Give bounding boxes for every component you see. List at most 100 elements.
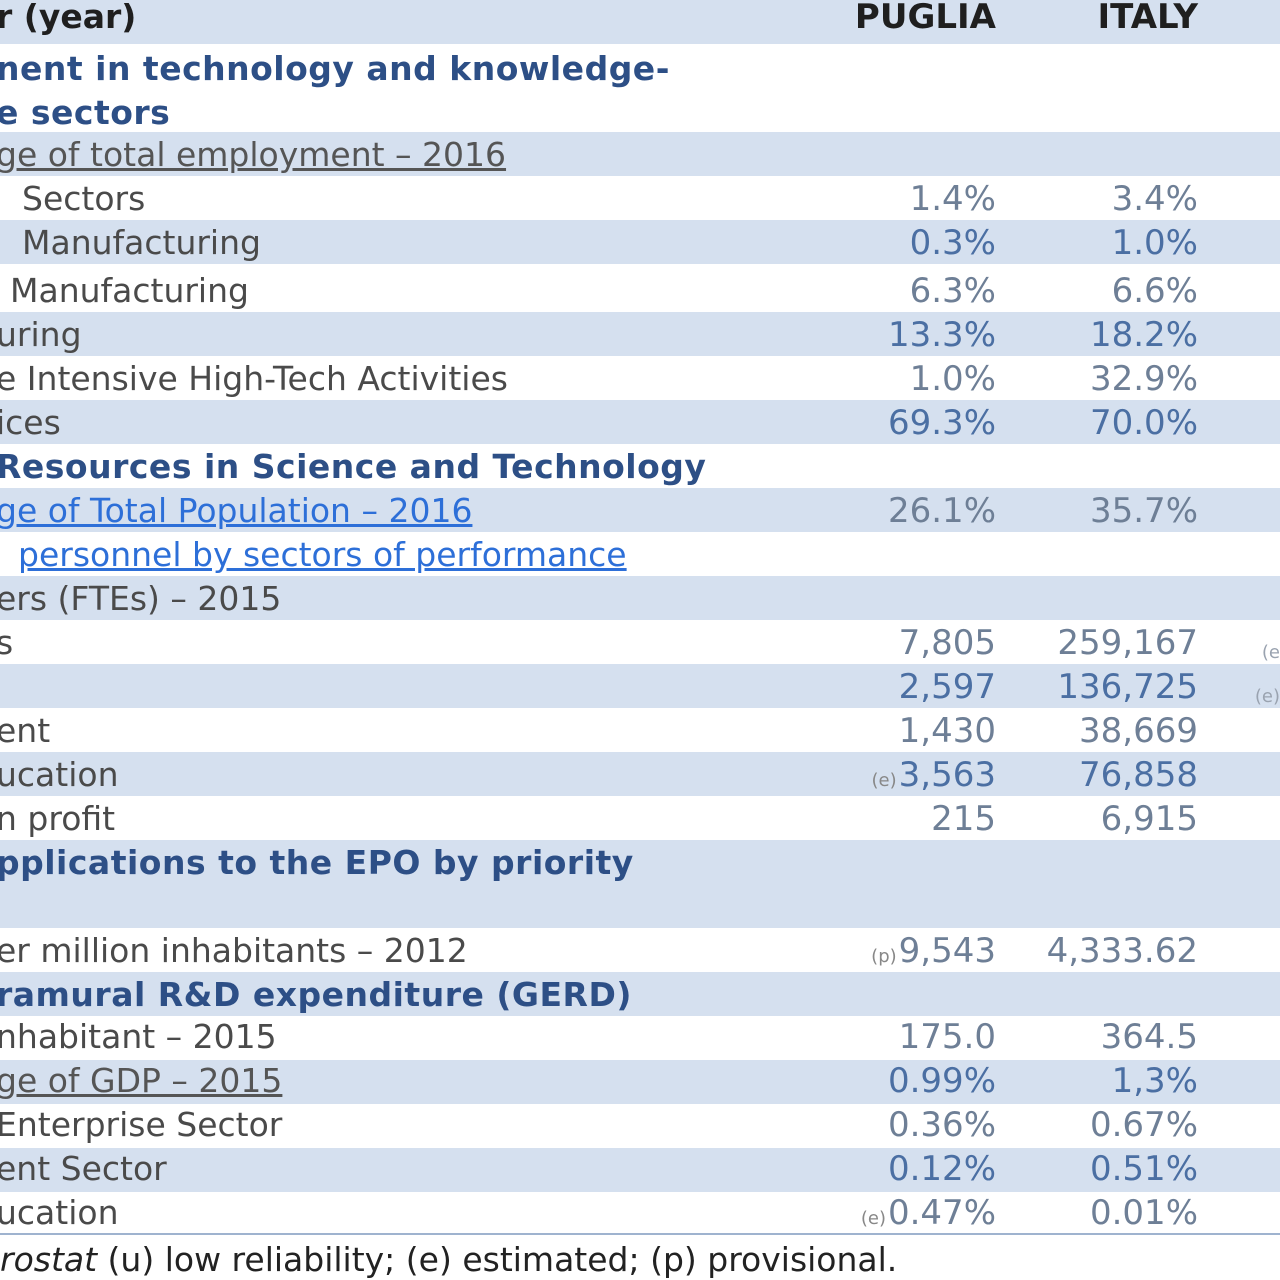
row-label: Enterprise Sector <box>0 1105 283 1144</box>
section-heading: nent in technology and knowledge- <box>0 49 670 88</box>
section-heading-row: Resources in Science and Technology <box>0 444 1280 488</box>
table-row: ucation (e)3,563 76,858 <box>0 752 1280 796</box>
italy-value: 136,725 <box>1057 667 1198 707</box>
table-row: 2,597 136,725 (e) <box>0 664 1280 708</box>
puglia-value: 0.12% <box>887 1149 996 1189</box>
puglia-value: 1.4% <box>909 179 996 219</box>
table-row: uring 13.3% 18.2% <box>0 312 1280 356</box>
table-row: e Intensive High-Tech Activities 1.0% 32… <box>0 356 1280 400</box>
puglia-number: 9,543 <box>898 931 996 971</box>
italy-value: 1,3% <box>1111 1061 1198 1101</box>
row-label: e Intensive High-Tech Activities <box>0 359 508 398</box>
puglia-value: 69.3% <box>887 403 996 443</box>
row-label: nhabitant – 2015 <box>0 1017 277 1056</box>
italy-value: 35.7% <box>1089 491 1198 531</box>
row-label: ent <box>0 711 51 750</box>
section-heading-row: ramural R&D expenditure (GERD) <box>0 972 1280 1016</box>
subheading: ers (FTEs) – 2015 <box>0 579 282 618</box>
table-row: ge of GDP – 2015 0.99% 1,3% <box>0 1060 1280 1104</box>
italy-value: 76,858 <box>1079 755 1198 795</box>
table-row: Manufacturing 0.3% 1.0% <box>0 220 1280 264</box>
row-label: er million inhabitants – 2012 <box>0 931 468 970</box>
puglia-number: 3,563 <box>898 755 996 795</box>
estimate-flag: (e <box>1261 642 1280 663</box>
section-heading-row: nent in technology and knowledge- e sect… <box>0 44 1280 132</box>
row-label: Sectors <box>22 179 146 218</box>
table-row: Manufacturing 6.3% 6.6% <box>0 264 1280 312</box>
italy-value: 18.2% <box>1089 315 1198 355</box>
puglia-number: 0.47% <box>887 1193 996 1233</box>
estimate-flag: (e) <box>860 1208 886 1229</box>
section-heading: ramural R&D expenditure (GERD) <box>0 975 632 1014</box>
puglia-value: (e)3,563 <box>872 758 996 792</box>
subheading: ge of total employment – 2016 <box>0 135 507 174</box>
table-row: ent 1,430 38,669 <box>0 708 1280 752</box>
section-link-row: personnel by sectors of performance <box>0 532 1280 576</box>
table-bottom-border <box>0 1233 1280 1235</box>
italy-value: 4,333.62 <box>1046 931 1198 971</box>
table-row: ucation (e)0.47% 0.01% <box>0 1192 1280 1233</box>
subheading-row: ge of total employment – 2016 <box>0 132 1280 176</box>
puglia-value: 2,597 <box>898 667 996 707</box>
italy-value: 70.0% <box>1089 403 1198 443</box>
puglia-value: 13.3% <box>887 315 996 355</box>
italy-value: 0.01% <box>1089 1193 1198 1233</box>
puglia-value: (p)9,543 <box>871 934 996 968</box>
puglia-value: 215 <box>931 799 996 839</box>
section-heading-cont: e sectors <box>0 93 171 132</box>
population-share-link[interactable]: ge of Total Population – 2016 <box>0 491 473 530</box>
table-row: s 7,805 259,167 (e <box>0 620 1280 664</box>
row-label: s <box>0 623 14 662</box>
row-label: ent Sector <box>0 1149 167 1188</box>
provisional-flag: (p) <box>871 946 897 967</box>
estimate-flag: (e) <box>871 770 897 791</box>
italy-value: 364.5 <box>1100 1017 1198 1057</box>
source-note: rostat (u) low reliability; (e) estimate… <box>0 1240 897 1279</box>
row-label: n profit <box>0 799 116 838</box>
puglia-column-header: PUGLIA <box>854 0 996 37</box>
section-heading: pplications to the EPO by priority <box>0 843 634 882</box>
source-legend: (u) low reliability; (e) estimated; (p) … <box>97 1240 898 1279</box>
italy-value: 6,915 <box>1100 799 1198 839</box>
italy-value: 6.6% <box>1111 271 1198 311</box>
table-row: nhabitant – 2015 175.0 364.5 <box>0 1016 1280 1060</box>
row-label: ices <box>0 403 61 442</box>
table-row: ices 69.3% 70.0% <box>0 400 1280 444</box>
puglia-value: 1,430 <box>898 711 996 751</box>
section-heading: Resources in Science and Technology <box>0 447 707 486</box>
row-label: Manufacturing <box>10 271 249 310</box>
puglia-value: 6.3% <box>909 271 996 311</box>
italy-value: 1.0% <box>1111 223 1198 263</box>
italy-column-header: ITALY <box>1097 0 1198 37</box>
puglia-value: 0.99% <box>887 1061 996 1101</box>
row-label: ucation <box>0 755 119 794</box>
italy-value: 3.4% <box>1111 179 1198 219</box>
puglia-value: 175.0 <box>898 1017 996 1057</box>
subheading-row: ers (FTEs) – 2015 <box>0 576 1280 620</box>
section-heading-row: pplications to the EPO by priority <box>0 840 1280 928</box>
italy-value: 0.67% <box>1089 1105 1198 1145</box>
puglia-value: 7,805 <box>898 623 996 663</box>
indicator-column-header: r (year) <box>0 0 137 36</box>
table-row: er million inhabitants – 2012 (p)9,543 4… <box>0 928 1280 972</box>
table-row: Enterprise Sector 0.36% 0.67% <box>0 1104 1280 1148</box>
puglia-value: (e)0.47% <box>861 1196 996 1230</box>
source-name: rostat <box>0 1240 98 1279</box>
row-label: ge of GDP – 2015 <box>0 1061 283 1100</box>
table-row: ge of Total Population – 2016 26.1% 35.7… <box>0 488 1280 532</box>
estimate-flag: (e) <box>1254 686 1280 707</box>
table-header-row: r (year) PUGLIA ITALY <box>0 0 1280 44</box>
italy-value: 0.51% <box>1089 1149 1198 1189</box>
italy-value: 32.9% <box>1089 359 1198 399</box>
puglia-value: 0.36% <box>887 1105 996 1145</box>
table-row: ent Sector 0.12% 0.51% <box>0 1148 1280 1192</box>
italy-value: 38,669 <box>1079 711 1198 751</box>
puglia-value: 26.1% <box>887 491 996 531</box>
table-row: n profit 215 6,915 <box>0 796 1280 840</box>
rd-personnel-link[interactable]: personnel by sectors of performance <box>18 535 627 574</box>
puglia-value: 1.0% <box>909 359 996 399</box>
row-label: uring <box>0 315 82 354</box>
puglia-value: 0.3% <box>909 223 996 263</box>
row-label: ucation <box>0 1193 119 1232</box>
